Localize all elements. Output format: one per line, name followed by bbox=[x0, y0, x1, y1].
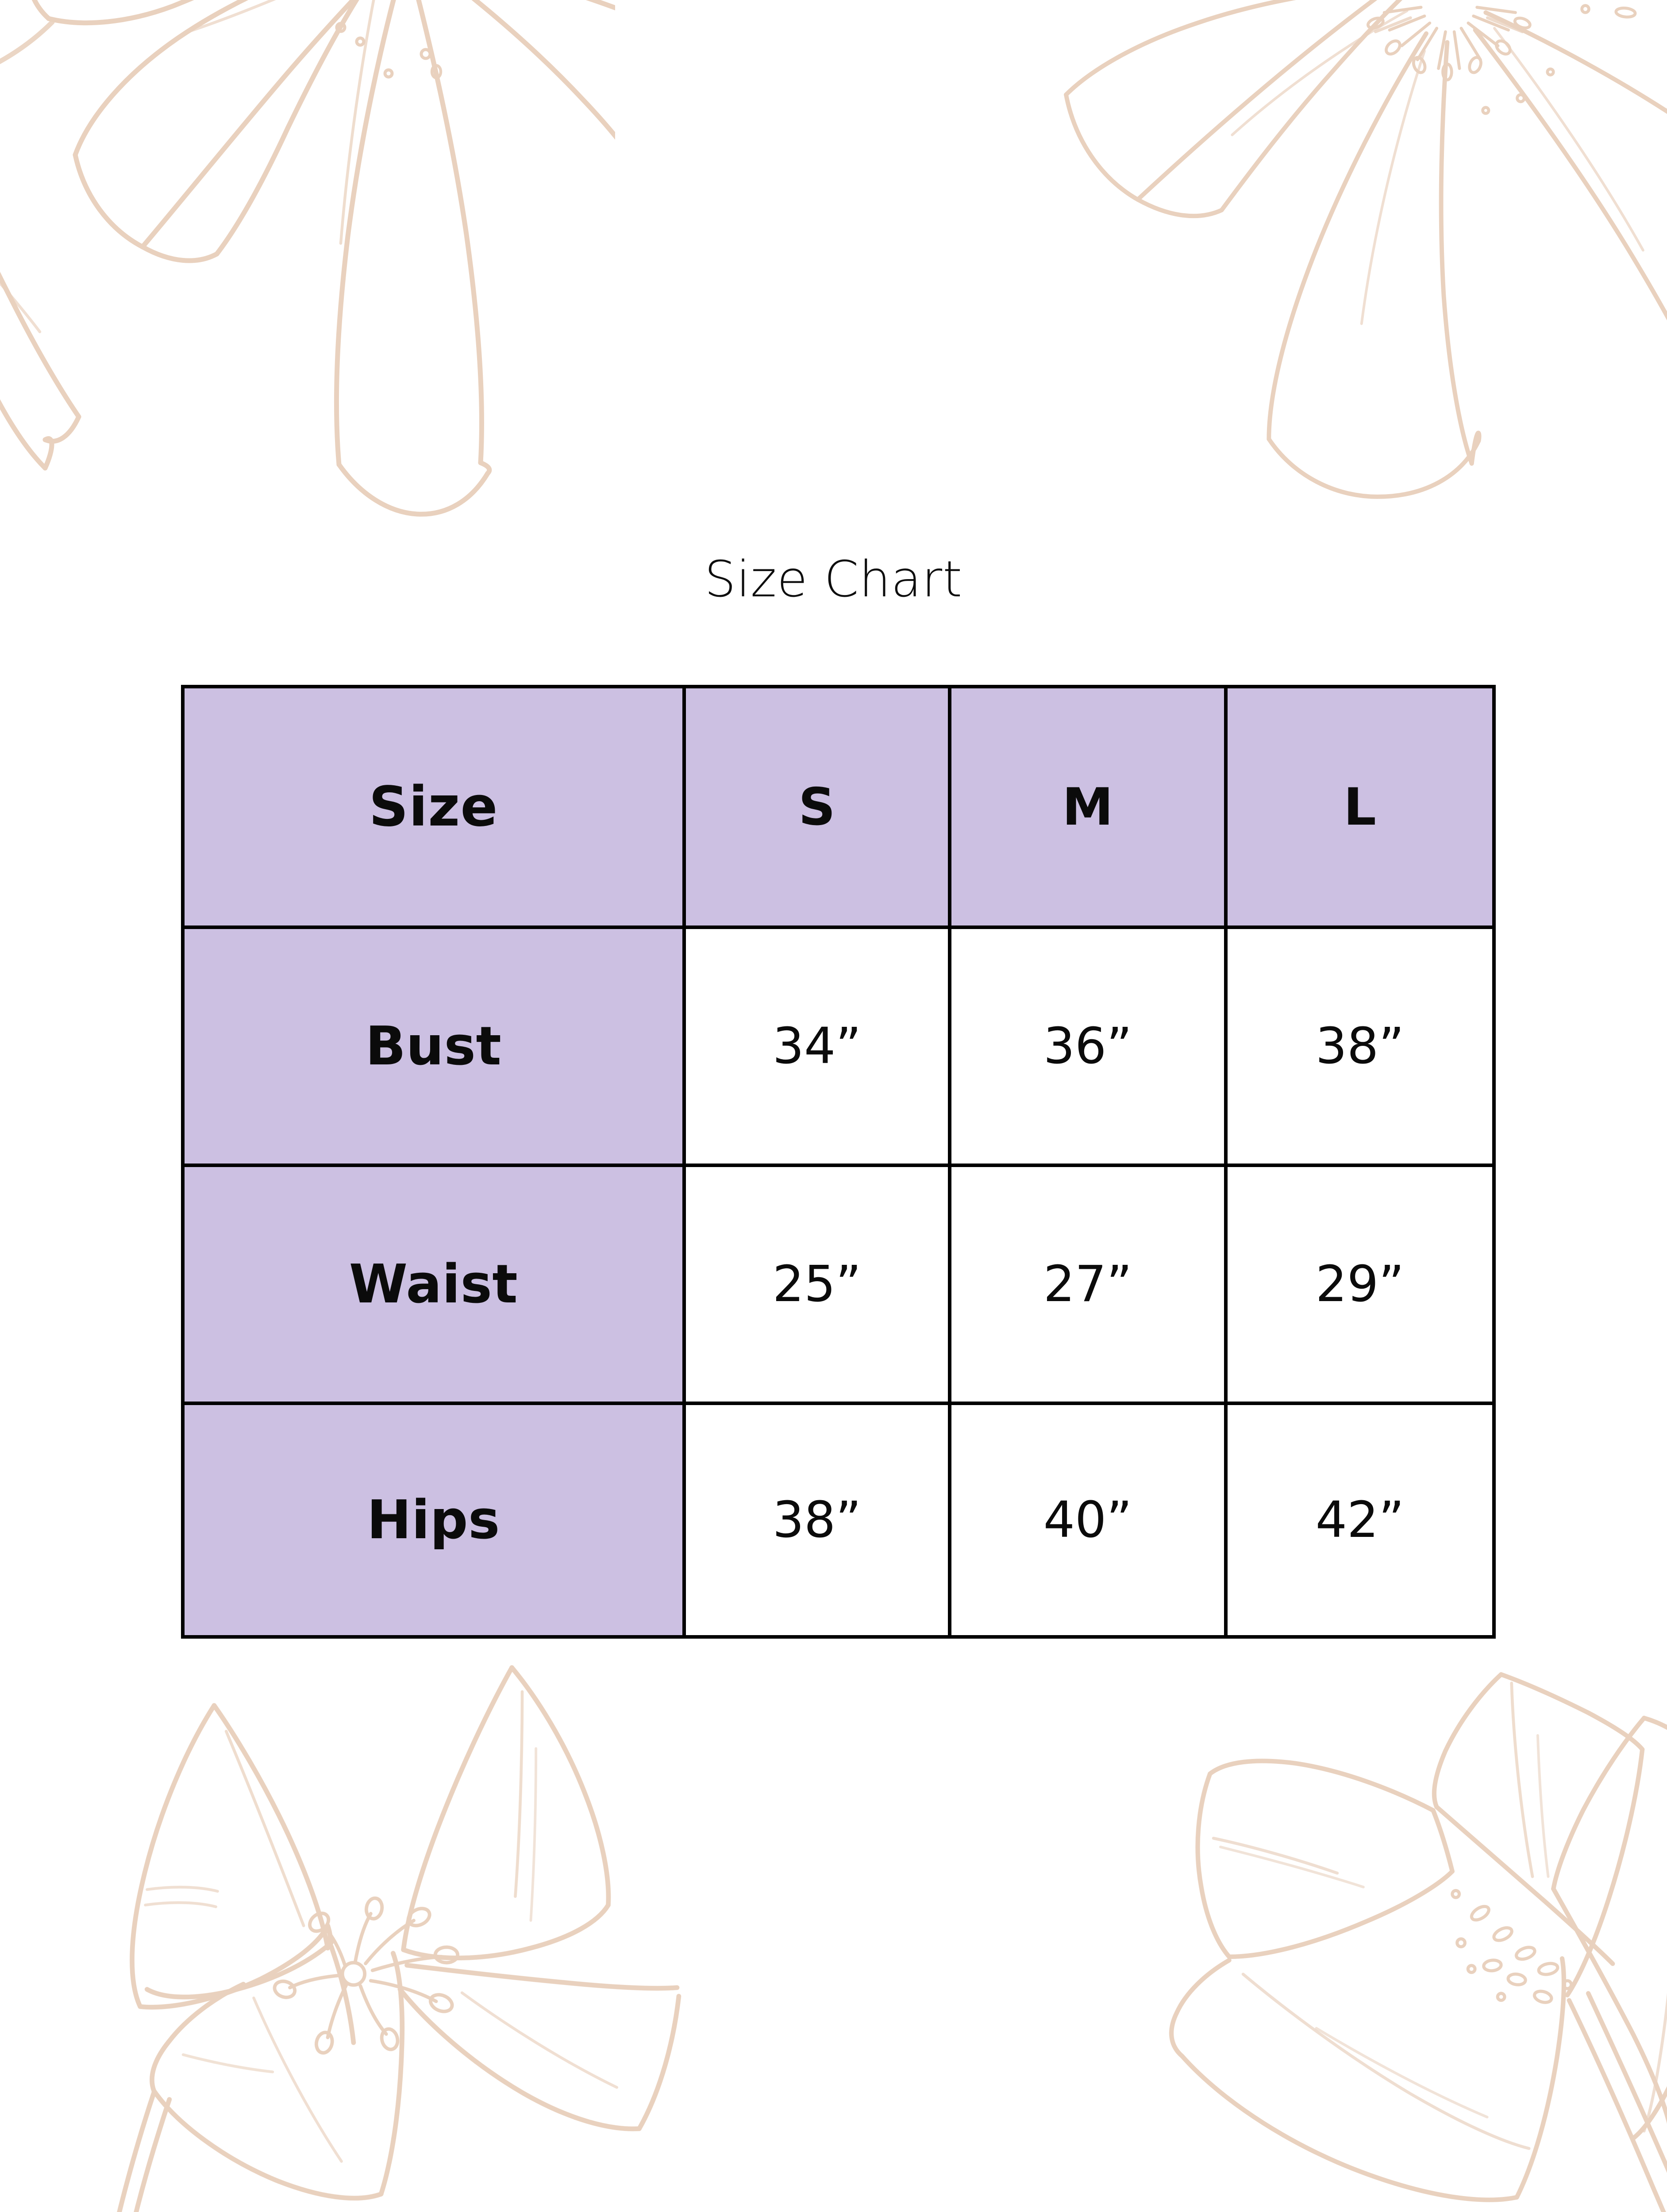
table-header-row: Size S M L bbox=[181, 685, 1496, 929]
cell-hips-s: 38” bbox=[682, 1402, 951, 1639]
table-row-hips: Hips 38” 40” 42” bbox=[181, 1402, 1496, 1639]
cell-waist-l: 29” bbox=[1224, 1164, 1496, 1405]
row-label-bust: Bust bbox=[181, 926, 686, 1167]
row-label-hips: Hips bbox=[181, 1402, 686, 1639]
cell-waist-m: 27” bbox=[948, 1164, 1228, 1405]
cell-bust-l: 38” bbox=[1224, 926, 1496, 1167]
flower-top-right-decoration bbox=[1031, 0, 1667, 526]
table-row-waist: Waist 25” 27” 29” bbox=[181, 1164, 1496, 1405]
header-cell-size: Size bbox=[181, 685, 686, 929]
page-title: Size Chart bbox=[704, 551, 963, 608]
flower-bottom-left-decoration bbox=[53, 1628, 681, 2212]
header-cell-s: S bbox=[682, 685, 951, 929]
cell-bust-m: 36” bbox=[948, 926, 1228, 1167]
row-label-waist: Waist bbox=[181, 1164, 686, 1405]
header-cell-m: M bbox=[948, 685, 1228, 929]
table-row-bust: Bust 34” 36” 38” bbox=[181, 926, 1496, 1167]
header-cell-l: L bbox=[1224, 685, 1496, 929]
flower-top-left-decoration bbox=[0, 0, 615, 526]
size-chart-table-container: Size S M L Bust 34” 36” 38” Waist 25” 27… bbox=[181, 685, 1496, 1639]
cell-waist-s: 25” bbox=[682, 1164, 951, 1405]
flower-bottom-right-decoration bbox=[1159, 1632, 1667, 2212]
cell-hips-m: 40” bbox=[948, 1402, 1228, 1639]
cell-bust-s: 34” bbox=[682, 926, 951, 1167]
cell-hips-l: 42” bbox=[1224, 1402, 1496, 1639]
size-chart-table: Size S M L Bust 34” 36” 38” Waist 25” 27… bbox=[181, 685, 1496, 1639]
